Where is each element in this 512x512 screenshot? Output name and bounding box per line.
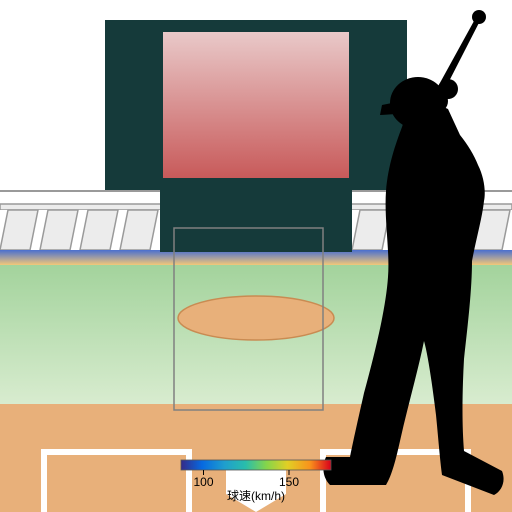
svg-text:100: 100 bbox=[193, 475, 213, 489]
colorbar-gradient bbox=[181, 460, 331, 470]
colorbar-caption: 球速(km/h) bbox=[227, 489, 285, 503]
svg-text:150: 150 bbox=[279, 475, 299, 489]
pitchers-mound bbox=[178, 296, 334, 340]
pitch-chart-scene: 100 150 球速(km/h) bbox=[0, 0, 512, 512]
scene-svg: 100 150 球速(km/h) bbox=[0, 0, 512, 512]
scoreboard-screen bbox=[163, 32, 349, 178]
